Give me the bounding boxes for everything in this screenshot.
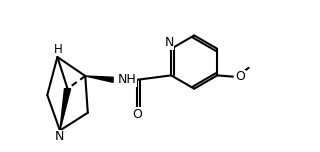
Polygon shape	[85, 76, 113, 82]
Text: N: N	[55, 130, 65, 143]
Text: O: O	[132, 107, 142, 121]
Text: H: H	[53, 43, 62, 56]
Text: NH: NH	[118, 73, 136, 86]
Text: N: N	[164, 36, 174, 49]
Text: O: O	[236, 70, 245, 83]
Polygon shape	[60, 89, 71, 130]
